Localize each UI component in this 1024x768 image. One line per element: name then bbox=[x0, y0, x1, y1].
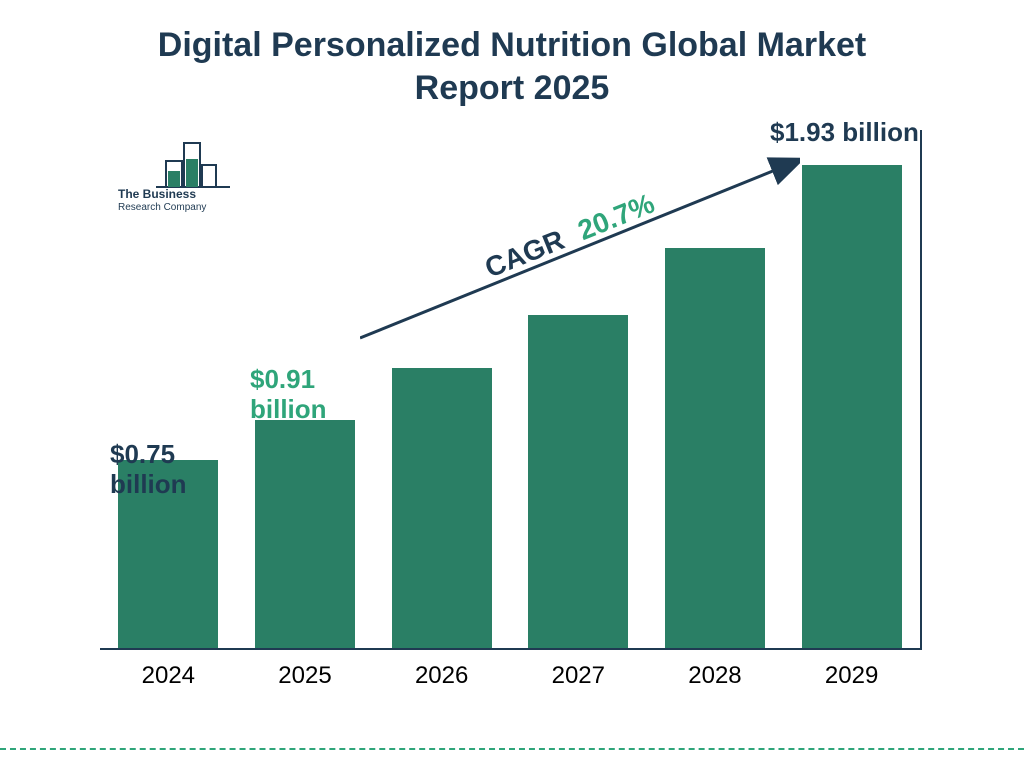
bar-wrap bbox=[255, 420, 355, 648]
y-axis-right bbox=[920, 130, 922, 650]
chart-area: Market Size (in USD billion) 20242025202… bbox=[100, 130, 920, 690]
x-label: 2029 bbox=[802, 662, 902, 690]
bar-2027 bbox=[528, 315, 628, 648]
bar-wrap bbox=[392, 368, 492, 648]
x-labels-container: 2024 2025 2026 2027 2028 2029 bbox=[100, 662, 920, 690]
bar-2029 bbox=[802, 165, 902, 648]
x-label: 2024 bbox=[118, 662, 218, 690]
title-line1: Digital Personalized Nutrition Global Ma… bbox=[158, 26, 866, 64]
x-axis bbox=[100, 648, 920, 650]
chart-title: Digital Personalized Nutrition Global Ma… bbox=[0, 24, 1024, 109]
x-label: 2028 bbox=[665, 662, 765, 690]
bar-2028 bbox=[665, 248, 765, 648]
bar-wrap bbox=[665, 248, 765, 648]
value-label: $0.91billion bbox=[250, 365, 327, 425]
bar-2025 bbox=[255, 420, 355, 648]
bar-wrap bbox=[528, 315, 628, 648]
title-line2: Report 2025 bbox=[415, 69, 610, 107]
value-label: $1.93 billion bbox=[770, 118, 919, 148]
bottom-dashed-rule bbox=[0, 748, 1024, 750]
bar-wrap bbox=[802, 165, 902, 648]
x-label: 2027 bbox=[528, 662, 628, 690]
bar-2026 bbox=[392, 368, 492, 648]
value-label: $0.75billion bbox=[110, 440, 187, 500]
x-label: 2026 bbox=[392, 662, 492, 690]
x-label: 2025 bbox=[255, 662, 355, 690]
bars-container bbox=[100, 148, 920, 648]
